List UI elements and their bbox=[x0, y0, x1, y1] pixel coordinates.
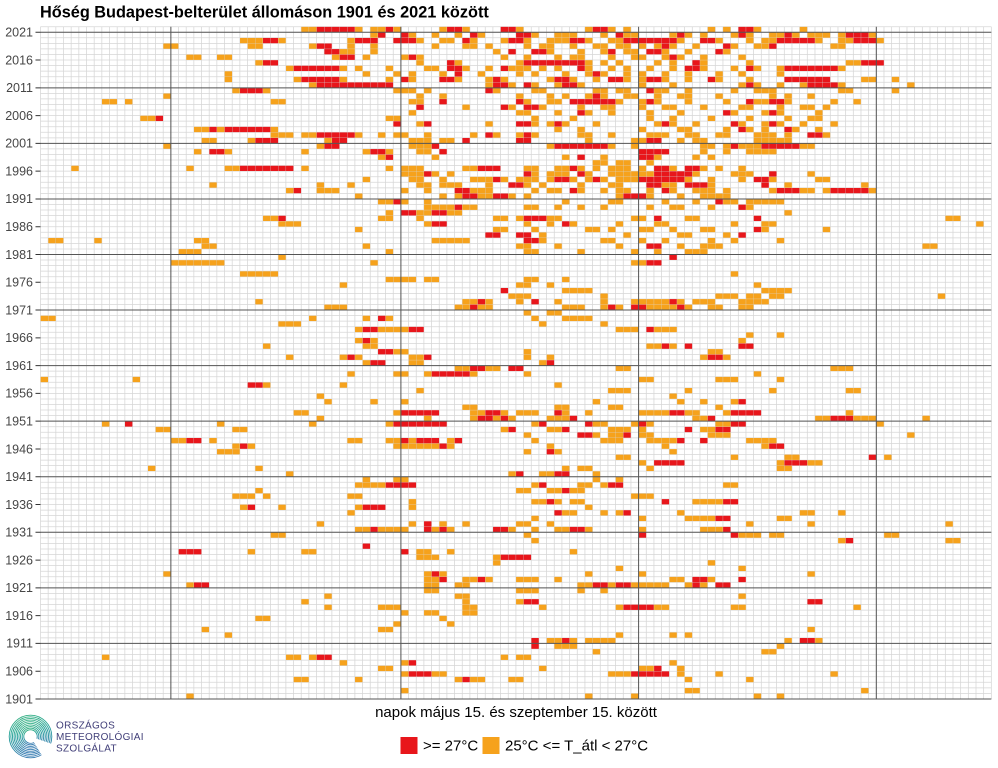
svg-text:>= 27°C: >= 27°C bbox=[423, 738, 478, 755]
svg-text:1951: 1951 bbox=[5, 414, 33, 428]
svg-text:SZOLGÁLAT: SZOLGÁLAT bbox=[56, 742, 117, 755]
svg-text:1931: 1931 bbox=[5, 526, 33, 540]
svg-text:2021: 2021 bbox=[5, 26, 33, 40]
svg-text:2006: 2006 bbox=[5, 109, 33, 123]
svg-text:1916: 1916 bbox=[5, 609, 33, 623]
svg-text:1936: 1936 bbox=[5, 498, 33, 512]
svg-text:1966: 1966 bbox=[5, 331, 33, 345]
svg-text:ORSZÁGOS: ORSZÁGOS bbox=[56, 719, 115, 732]
svg-text:2001: 2001 bbox=[5, 137, 33, 151]
svg-text:1941: 1941 bbox=[5, 470, 33, 484]
svg-text:1901: 1901 bbox=[5, 692, 33, 706]
svg-text:1991: 1991 bbox=[5, 192, 33, 206]
svg-text:napok május 15. és szeptember: napok május 15. és szeptember 15. között bbox=[375, 704, 658, 721]
svg-text:25°C <= T_átl < 27°C: 25°C <= T_átl < 27°C bbox=[505, 738, 648, 755]
svg-text:1946: 1946 bbox=[5, 442, 33, 456]
svg-text:2016: 2016 bbox=[5, 53, 33, 67]
svg-text:1911: 1911 bbox=[6, 637, 33, 651]
svg-text:1926: 1926 bbox=[5, 553, 33, 567]
svg-text:1986: 1986 bbox=[5, 220, 33, 234]
svg-text:1921: 1921 bbox=[5, 581, 33, 595]
svg-text:1956: 1956 bbox=[5, 387, 33, 401]
svg-text:1906: 1906 bbox=[5, 665, 33, 679]
svg-text:Hőség Budapest-belterület állo: Hőség Budapest-belterület állomáson 1901… bbox=[40, 3, 489, 21]
svg-text:METEOROLÓGIAI: METEOROLÓGIAI bbox=[56, 730, 144, 743]
svg-text:1981: 1981 bbox=[5, 248, 33, 262]
svg-text:1971: 1971 bbox=[5, 303, 33, 317]
svg-text:2011: 2011 bbox=[6, 81, 33, 95]
svg-text:1961: 1961 bbox=[5, 359, 33, 373]
svg-text:1996: 1996 bbox=[5, 164, 33, 178]
svg-text:1976: 1976 bbox=[5, 276, 33, 290]
